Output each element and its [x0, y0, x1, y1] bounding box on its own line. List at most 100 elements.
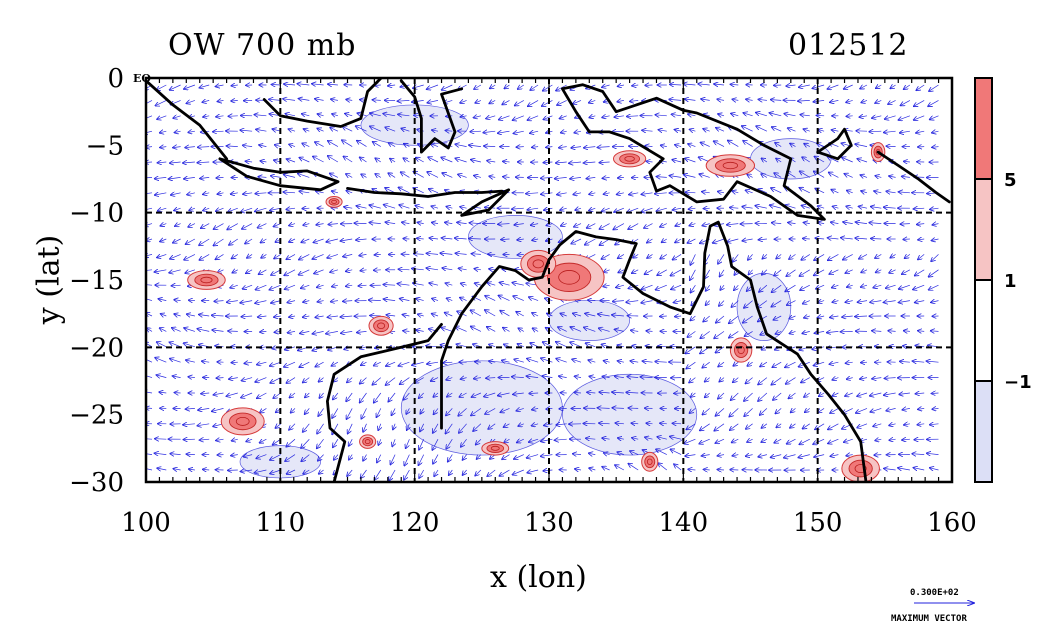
wind-vector	[170, 84, 181, 90]
wind-vector	[456, 158, 467, 163]
wind-vector	[229, 378, 238, 380]
wind-vector	[527, 359, 539, 363]
wind-vector	[174, 469, 181, 470]
wind-vector	[349, 454, 352, 460]
wind-vector	[533, 328, 539, 331]
wind-vector	[717, 99, 725, 100]
wind-vector	[303, 470, 310, 474]
wind-vector	[690, 224, 696, 226]
wind-vector	[446, 423, 453, 434]
wind-vector	[213, 131, 224, 132]
wind-vector	[558, 327, 567, 332]
wind-vector	[333, 392, 339, 399]
x-tick-label: 140	[659, 508, 709, 538]
wind-vector	[584, 162, 596, 163]
wind-vector	[287, 254, 296, 259]
wind-vector	[370, 316, 381, 317]
wind-vector	[404, 469, 410, 480]
wind-vector	[160, 239, 167, 242]
wind-vector	[158, 208, 167, 211]
wind-vector	[602, 208, 610, 211]
wind-vector	[174, 300, 181, 301]
wind-vector	[198, 408, 210, 410]
wind-vector	[589, 193, 596, 195]
wind-vector	[632, 270, 639, 273]
wind-vector	[656, 449, 667, 455]
wind-vector	[513, 296, 524, 301]
wind-vector	[270, 377, 281, 383]
wind-vector	[519, 328, 524, 331]
wind-vector	[670, 437, 682, 440]
wind-vector	[173, 147, 181, 148]
wind-vector	[443, 362, 453, 363]
wind-vector	[485, 408, 496, 414]
wind-vector	[203, 469, 210, 470]
wind-vector	[216, 116, 224, 117]
wind-vector	[172, 328, 181, 332]
wind-vector	[674, 464, 682, 471]
wind-vector	[232, 85, 238, 86]
wind-vector	[662, 239, 667, 242]
wind-vector	[701, 331, 710, 338]
wind-vector	[291, 408, 295, 412]
wind-vector	[674, 301, 682, 303]
wind-vector	[378, 423, 381, 430]
wind-vector	[385, 188, 396, 194]
wind-vector	[615, 376, 624, 377]
positive-contour-core	[619, 153, 641, 165]
wind-vector	[469, 239, 481, 240]
wind-vector	[312, 84, 324, 85]
wind-vector	[287, 377, 296, 383]
wind-vector	[690, 254, 696, 264]
wind-vector	[187, 314, 195, 316]
wind-vector	[327, 254, 339, 258]
wind-vector	[359, 254, 367, 255]
wind-vector	[744, 113, 753, 116]
wind-vector	[528, 115, 539, 120]
wind-vector	[734, 284, 739, 290]
wind-vector	[675, 130, 682, 132]
wind-vector	[189, 377, 195, 378]
wind-vector	[317, 129, 324, 132]
wind-vector	[446, 283, 453, 285]
wind-vector	[472, 392, 482, 397]
wind-vector	[347, 408, 353, 419]
wind-vector	[241, 470, 253, 472]
wind-vector	[515, 100, 524, 105]
wind-vector	[333, 378, 339, 382]
wind-vector	[646, 331, 653, 332]
wind-vector	[184, 177, 195, 179]
wind-vector	[326, 331, 338, 333]
wind-vector	[718, 192, 725, 193]
wind-vector	[328, 141, 339, 147]
wind-vector	[461, 283, 467, 285]
wind-vector	[316, 361, 324, 366]
wind-vector	[512, 283, 524, 286]
wind-vector	[245, 238, 253, 244]
wind-vector	[744, 392, 753, 401]
wind-vector	[556, 424, 567, 425]
wind-vector	[604, 361, 610, 363]
wind-vector	[475, 362, 481, 363]
wind-vector	[346, 100, 353, 101]
wind-vector	[502, 100, 510, 104]
wind-vector	[461, 378, 467, 380]
wind-vector	[618, 345, 624, 347]
wind-vector	[641, 377, 653, 378]
wind-vector	[186, 360, 195, 362]
wind-vector	[529, 439, 539, 442]
wind-vector	[630, 361, 639, 362]
wind-vector	[560, 116, 567, 119]
wind-vector	[720, 269, 725, 277]
wind-vector	[201, 393, 210, 394]
wind-vector	[460, 392, 467, 397]
wind-vector	[432, 299, 439, 301]
wind-vector	[555, 439, 567, 440]
wind-vector	[743, 239, 753, 241]
wind-vector	[427, 253, 439, 254]
wind-vector	[261, 254, 267, 257]
wind-vector	[742, 126, 753, 132]
wind-vector	[514, 224, 524, 225]
wind-vector	[414, 115, 424, 116]
wind-vector	[529, 393, 539, 394]
